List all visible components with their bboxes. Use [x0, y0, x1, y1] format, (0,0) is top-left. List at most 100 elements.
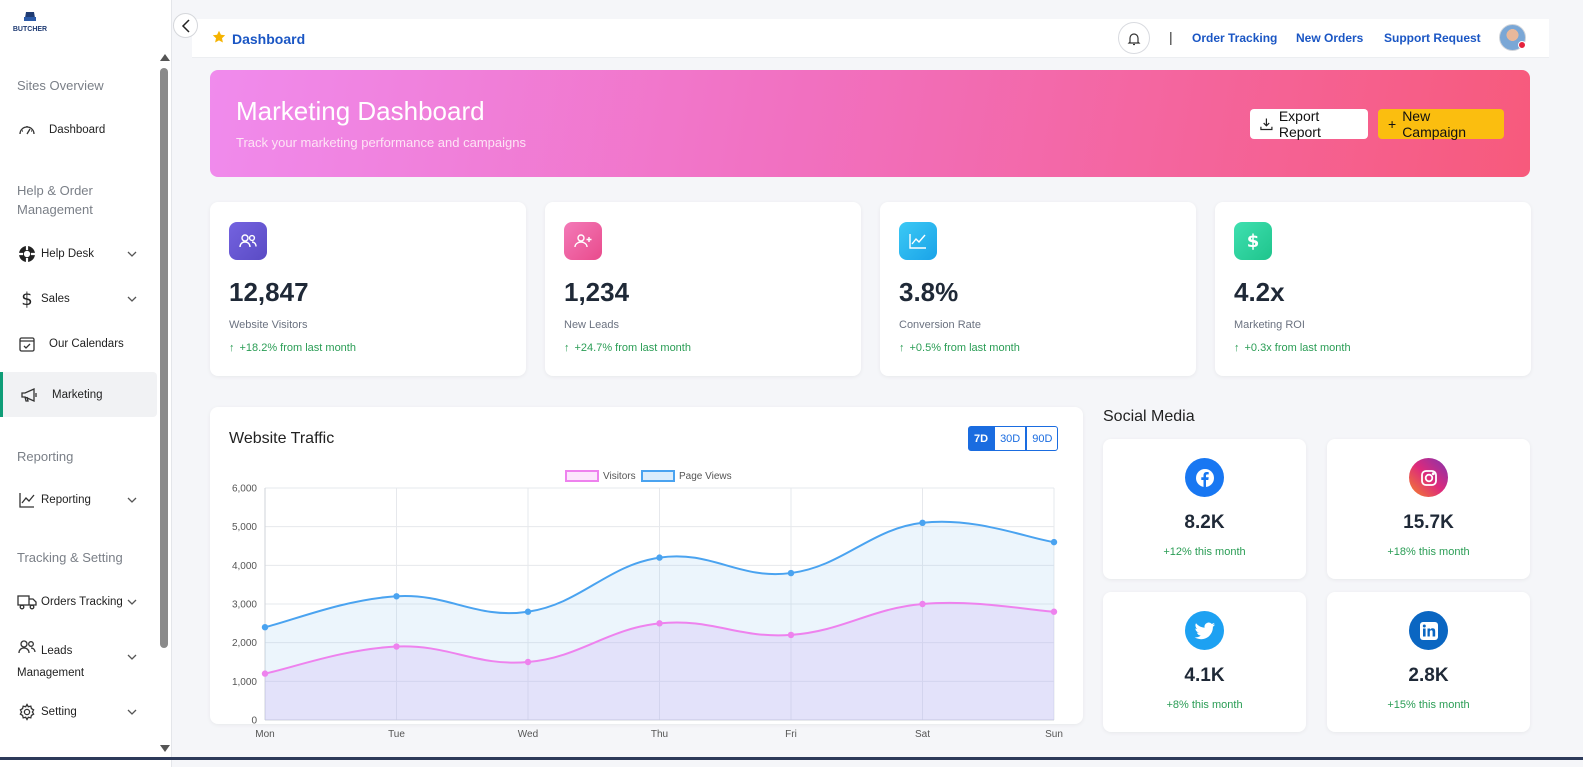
- x-tick-label: Fri: [785, 729, 797, 740]
- sidebar-item-label: Sales: [41, 293, 70, 305]
- x-tick-label: Sun: [1045, 729, 1063, 740]
- megaphone-icon: [20, 385, 40, 405]
- stat-change: ↑ +24.7% from last month: [564, 342, 691, 354]
- order-tracking-link[interactable]: Order Tracking: [1192, 31, 1278, 45]
- section-sites-overview: Sites Overview: [17, 78, 104, 93]
- social-card-linkedin: 2.8K +15% this month: [1327, 592, 1530, 732]
- sidebar-collapse-button[interactable]: [173, 13, 198, 38]
- chevron-down-icon: [126, 651, 138, 663]
- arrow-up-icon: ↑: [899, 342, 905, 354]
- new-campaign-button[interactable]: + New Campaign: [1378, 108, 1504, 140]
- chevron-down-icon: [126, 293, 138, 305]
- website-traffic-card: Website Traffic 7D 30D 90D 0 1,000 2,000 3,…: [210, 407, 1083, 740]
- stat-value: 12,847: [229, 277, 309, 307]
- chevron-down-icon: [126, 596, 138, 608]
- data-point: [393, 643, 400, 650]
- sidebar-item-orders-tracking[interactable]: Orders Tracking: [0, 580, 157, 624]
- lifebuoy-icon: [17, 244, 37, 264]
- scroll-up-arrow-icon[interactable]: [160, 54, 170, 61]
- line-chart-icon: [899, 222, 937, 260]
- y-tick-label: 2,000: [232, 638, 257, 649]
- export-report-label: Export Report: [1278, 108, 1321, 140]
- sidebar-item-label: Our Calendars: [49, 338, 124, 350]
- social-value: 8.2K: [1184, 512, 1225, 533]
- x-tick-label: Tue: [388, 729, 405, 740]
- arrow-up-icon: ↑: [229, 342, 235, 354]
- sidebar-item-label: Help Desk: [41, 248, 95, 260]
- new-campaign-label: New Campaign: [1402, 108, 1467, 140]
- line-chart-icon: [17, 490, 37, 510]
- y-tick-label: 3,000: [232, 600, 257, 611]
- social-media-title: Social Media: [1103, 408, 1195, 425]
- sidebar-item-sales[interactable]: $ Sales: [0, 277, 157, 321]
- top-bar: Dashboard | Order Tracking New Orders Su…: [192, 19, 1549, 58]
- sidebar-item-marketing[interactable]: Marketing: [0, 372, 157, 417]
- y-tick-label: 5,000: [232, 522, 257, 533]
- support-request-link[interactable]: Support Request: [1384, 31, 1481, 45]
- sidebar-scrollbar[interactable]: [158, 52, 170, 752]
- truck-icon: [17, 592, 37, 612]
- brand-logo[interactable]: BUTCHER: [12, 6, 48, 38]
- plus-icon: +: [1388, 116, 1397, 132]
- instagram-icon: [1409, 458, 1448, 497]
- gear-icon: [17, 702, 37, 722]
- sidebar-item-label: Orders Tracking: [41, 596, 123, 608]
- sidebar-item-help-desk[interactable]: Help Desk: [0, 232, 157, 276]
- stat-card-marketing-roi: $ 4.2x Marketing ROI ↑ +0.3x from last mo…: [1215, 202, 1531, 376]
- breadcrumb[interactable]: Dashboard: [212, 30, 305, 47]
- legend-label: Visitors: [603, 471, 636, 482]
- y-tick-label: 1,000: [232, 677, 257, 688]
- sidebar-item-reporting[interactable]: Reporting: [0, 478, 157, 522]
- stat-change: ↑ +18.2% from last month: [229, 342, 356, 354]
- scroll-thumb[interactable]: [160, 68, 168, 648]
- data-point: [261, 670, 269, 677]
- data-point: [524, 608, 532, 615]
- legend-swatch: [565, 470, 599, 482]
- social-value: 4.1K: [1184, 665, 1225, 686]
- sidebar-item-our-calendars[interactable]: Our Calendars: [0, 322, 157, 366]
- stat-card-conversion-rate: 3.8% Conversion Rate ↑ +0.5% from last mo…: [880, 202, 1196, 376]
- users-icon: [17, 637, 37, 657]
- x-tick-label: Wed: [518, 729, 538, 740]
- social-card-facebook: 8.2K +12% this month: [1103, 439, 1306, 579]
- arrow-up-icon: ↑: [1234, 342, 1240, 354]
- dollar-icon: $: [1234, 222, 1272, 260]
- data-point: [919, 600, 926, 608]
- data-point: [787, 569, 795, 577]
- twitter-icon: [1185, 611, 1224, 650]
- users-icon: [229, 222, 267, 260]
- legend-swatch: [641, 470, 675, 482]
- stat-label: Marketing ROI: [1234, 319, 1305, 331]
- legend-label: Page Views: [679, 471, 732, 482]
- stat-change-text: +0.3x from last month: [1244, 342, 1351, 354]
- sidebar-item-leads-management[interactable]: Leads Management: [0, 634, 157, 680]
- social-card-instagram: 15.7K +18% this month: [1327, 439, 1530, 579]
- facebook-icon: [1185, 458, 1224, 497]
- linkedin-icon: [1409, 611, 1448, 650]
- range-7d-button[interactable]: 7D: [968, 426, 995, 451]
- chevron-left-icon: [181, 18, 190, 33]
- chart-title: Website Traffic: [229, 430, 335, 447]
- data-point: [1050, 608, 1058, 615]
- data-point: [261, 624, 269, 631]
- sidebar-item-setting[interactable]: Setting: [0, 690, 157, 734]
- sidebar-item-dashboard[interactable]: Dashboard: [0, 108, 157, 152]
- range-90d-button[interactable]: 90D: [1026, 426, 1059, 451]
- sidebar-item-label: Leads Management: [17, 645, 85, 679]
- chevron-down-icon: [126, 248, 138, 260]
- scroll-down-arrow-icon[interactable]: [160, 745, 170, 752]
- notifications-button[interactable]: [1118, 22, 1150, 54]
- stat-label: Conversion Rate: [899, 319, 981, 331]
- y-tick-label: 0: [251, 716, 257, 727]
- speedometer-icon: [17, 120, 37, 140]
- stat-value: 4.2x: [1234, 277, 1285, 307]
- stat-card-new-leads: 1,234 New Leads ↑ +24.7% from last month: [545, 202, 861, 376]
- separator: |: [1169, 29, 1173, 45]
- star-icon: [212, 30, 226, 47]
- export-report-button[interactable]: Export Report: [1250, 108, 1368, 140]
- x-tick-label: Sat: [915, 729, 930, 740]
- new-orders-link[interactable]: New Orders: [1296, 31, 1364, 45]
- range-30d-button[interactable]: 30D: [994, 426, 1027, 451]
- x-tick-label: Mon: [255, 729, 274, 740]
- section-help-order: Help & Order Management: [17, 183, 93, 217]
